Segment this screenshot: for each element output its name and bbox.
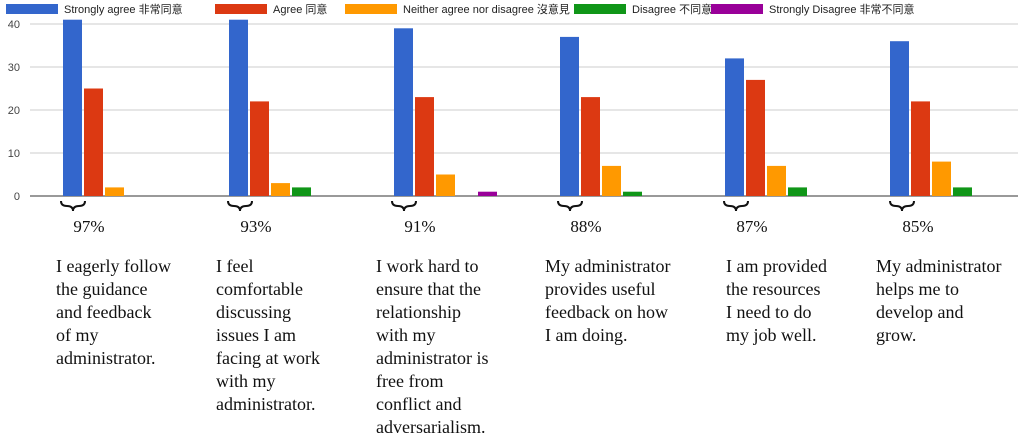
brace-1: [60, 200, 86, 212]
percent-label-4: 88%: [570, 217, 601, 236]
brace-3: [391, 200, 417, 212]
bar-s2-g4: [581, 97, 600, 196]
bar-s3-g1: [105, 187, 124, 196]
legend-label-1: Strongly agree 非常同意: [64, 2, 183, 16]
bar-s2-g1: [84, 88, 103, 196]
y-tick-label-20: 20: [8, 105, 20, 117]
bar-s3-g3: [436, 174, 455, 196]
percent-label-6: 85%: [902, 217, 933, 236]
bar-s2-g2: [250, 101, 269, 196]
bar-s1-g1: [63, 19, 82, 197]
bar-s2-g5: [746, 79, 765, 196]
legend-swatch-1: [6, 4, 58, 14]
bar-s3-g4: [602, 165, 621, 196]
percent-label-3: 91%: [404, 217, 435, 236]
bar-s2-g6: [911, 101, 930, 196]
bar-s1-g5: [725, 58, 744, 197]
y-tick-label-30: 30: [8, 62, 20, 74]
bar-s4-g6: [953, 187, 972, 196]
legend-label-2: Agree 同意: [273, 2, 327, 16]
percent-label-2: 93%: [240, 217, 271, 236]
bar-s2-g3: [415, 97, 434, 196]
y-tick-label-10: 10: [8, 148, 20, 160]
bar-s5-g3: [478, 191, 497, 196]
bar-s1-g4: [560, 36, 579, 197]
legend-label-5: Strongly Disagree 非常不同意: [769, 2, 915, 16]
statement-label-6: My administrator helps me to develop and…: [876, 256, 1002, 345]
brace-6: [889, 200, 915, 212]
brace-4: [557, 200, 583, 212]
bar-s3-g5: [767, 165, 786, 196]
legend-swatch-2: [215, 4, 267, 14]
statement-label-2: I feel comfortable discussing issues I a…: [216, 256, 320, 414]
percent-label-1: 97%: [73, 217, 104, 236]
legend-label-4: Disagree 不同意: [632, 2, 712, 16]
bar-s4-g4: [623, 191, 642, 196]
bar-s3-g6: [932, 161, 951, 196]
statement-label-1: I eagerly follow the guidance and feedba…: [56, 256, 171, 368]
statement-label-4: My administrator provides useful feedbac…: [545, 256, 671, 345]
bar-s4-g5: [788, 187, 807, 196]
bar-s1-g2: [229, 19, 248, 197]
statement-label-5: I am provided the resources I need to do…: [726, 256, 827, 345]
legend-swatch-4: [574, 4, 626, 14]
bar-s4-g2: [292, 187, 311, 196]
bar-chart: 0 10 20 30 40 Strongly agree 非常同意 Agree 同意 Neit…: [6, 2, 1018, 236]
legend-swatch-5: [711, 4, 763, 14]
statement-label-3: I work hard to ensure that the relations…: [376, 256, 489, 437]
y-tick-label-40: 40: [8, 19, 20, 31]
brace-5: [723, 200, 749, 212]
y-tick-label-0: 0: [14, 191, 20, 203]
bar-s1-g3: [394, 28, 413, 196]
legend-label-3: Neither agree nor disagree 沒意見: [403, 2, 570, 16]
bar-s3-g2: [271, 183, 290, 196]
percent-label-5: 87%: [736, 217, 767, 236]
legend-swatch-3: [345, 4, 397, 14]
bar-s1-g6: [890, 41, 909, 197]
brace-2: [227, 200, 253, 212]
